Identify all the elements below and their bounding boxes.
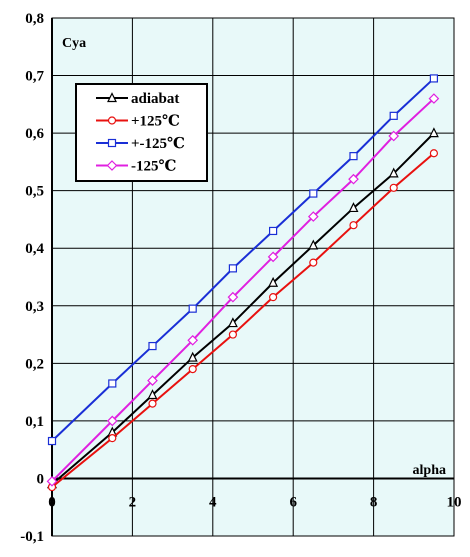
legend-item: -125℃ (96, 159, 176, 175)
data-point (388, 167, 399, 178)
data-point (429, 74, 438, 83)
data-point (349, 152, 358, 161)
y-axis-label: Cya (62, 36, 86, 51)
data-point (188, 364, 197, 374)
series-line (51, 77, 435, 442)
data-point (348, 202, 359, 213)
legend-label: +-125℃ (131, 136, 185, 152)
series-4 (46, 93, 440, 487)
series-group (46, 74, 440, 492)
x-tick-label: 4 (209, 494, 217, 510)
data-point (227, 317, 238, 328)
data-point (309, 189, 318, 198)
x-axis-ticks: 0 2 4 6 8 10 (48, 494, 461, 510)
data-point (267, 251, 279, 263)
legend-item: adiabat (96, 91, 179, 107)
data-point (268, 276, 279, 287)
data-point (47, 436, 57, 446)
data-point (308, 239, 319, 250)
data-point (148, 399, 157, 408)
data-point (389, 111, 398, 120)
legend-label: +125℃ (131, 114, 180, 130)
x-tick-label: 0 (48, 494, 56, 510)
data-point (187, 334, 199, 346)
zero-axis-line (51, 18, 454, 536)
data-point (108, 434, 117, 443)
y-tick-label: 0,7 (25, 69, 44, 85)
x-tick-label: 6 (289, 494, 297, 510)
y-tick-label: 0,3 (25, 299, 44, 315)
data-point (348, 173, 359, 185)
data-point (188, 304, 197, 313)
legend-marker (106, 160, 118, 171)
series-line (51, 97, 435, 483)
x-tick-label: 2 (129, 494, 137, 510)
data-point (147, 375, 158, 386)
series-3 (47, 74, 438, 446)
legend-label: adiabat (131, 91, 179, 107)
y-tick-label: 0 (37, 471, 45, 487)
data-point (309, 258, 318, 267)
y-tick-label: 0,5 (25, 184, 44, 200)
data-point (269, 226, 278, 236)
y-tick-label: 0,6 (25, 126, 44, 142)
legend-label: -125℃ (131, 159, 176, 175)
data-point (349, 221, 358, 230)
data-point (147, 389, 158, 400)
series-1 (47, 127, 439, 489)
legend-marker (107, 116, 117, 125)
data-point (187, 351, 198, 362)
data-point (428, 93, 440, 104)
data-point (389, 183, 398, 192)
grid-lines (51, 17, 455, 537)
series-line (51, 152, 435, 488)
y-tick-label: -0,1 (20, 529, 44, 545)
series-line (51, 132, 435, 485)
legend-item: +-125℃ (96, 136, 185, 152)
y-tick-label: 0,1 (25, 414, 44, 430)
data-point (228, 330, 237, 339)
legend: adiabat +125℃ +-125℃ -125℃ (75, 83, 208, 182)
data-point (106, 415, 118, 427)
y-axis-ticks: -0,1 0 0,1 0,2 0,3 0,4 0,5 0,6 0,7 0,8 (20, 11, 44, 545)
data-point (269, 293, 278, 302)
series-2 (47, 149, 438, 492)
data-point (46, 475, 58, 487)
y-tick-label: 0,2 (25, 356, 44, 372)
data-point (227, 291, 239, 303)
data-point (429, 149, 438, 158)
data-point (108, 379, 117, 388)
x-tick-label: 8 (370, 494, 378, 510)
data-point (388, 130, 400, 142)
legend-marker (107, 138, 117, 148)
data-point (428, 127, 439, 138)
data-point (228, 264, 237, 273)
legend-item: +125℃ (96, 114, 180, 130)
data-point (307, 211, 319, 222)
data-point (148, 341, 157, 351)
x-tick-label: 10 (447, 494, 462, 510)
legend-marker (107, 92, 117, 103)
x-axis-label: alpha (413, 463, 446, 478)
y-tick-label: 0,8 (25, 11, 44, 27)
y-tick-label: 0,4 (25, 241, 44, 257)
